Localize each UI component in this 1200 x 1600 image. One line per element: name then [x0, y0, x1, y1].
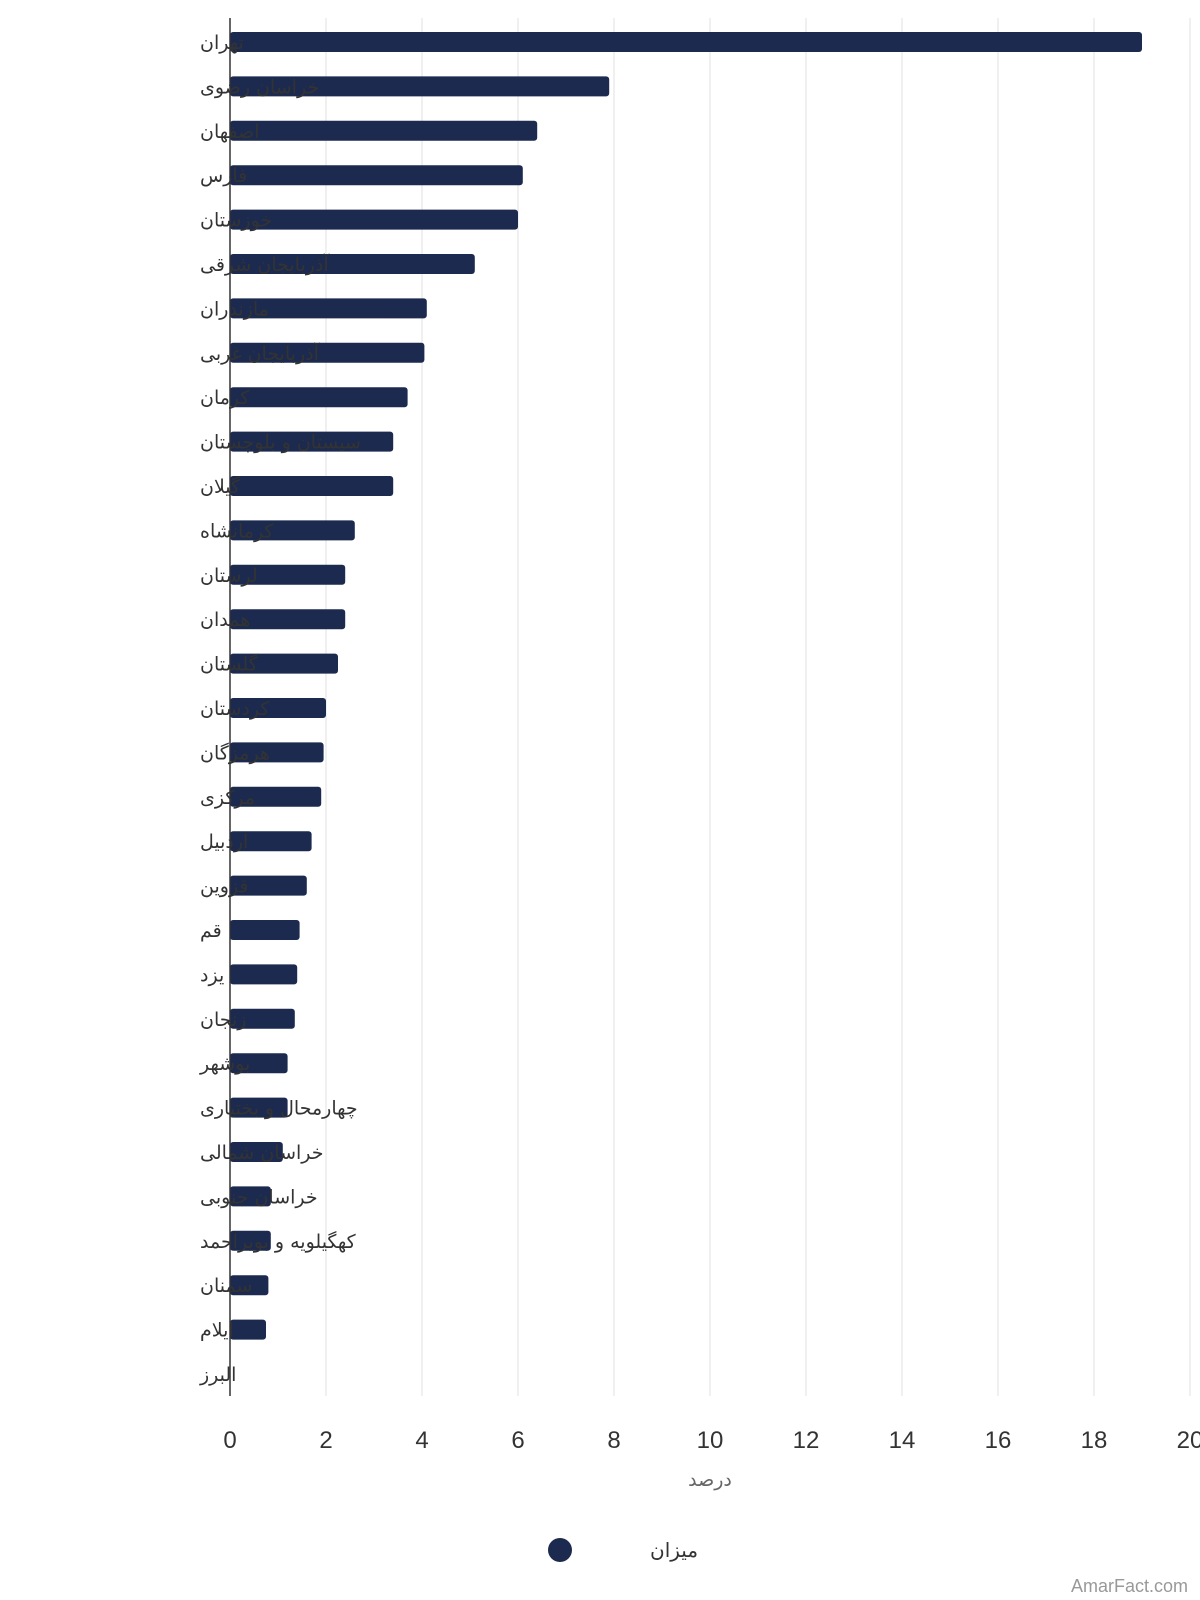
bar[interactable]: [230, 387, 408, 408]
category-label: کرمانشاه: [200, 520, 274, 542]
bar[interactable]: [230, 298, 427, 319]
bar[interactable]: [230, 920, 300, 940]
bars: [230, 32, 1142, 1340]
legend-marker: [548, 1538, 572, 1562]
bar[interactable]: [230, 564, 346, 585]
bar[interactable]: [230, 342, 425, 363]
category-label: مازندران: [200, 298, 269, 320]
category-label: کهگیلویه و بویراحمد: [200, 1230, 357, 1253]
category-label: قزوین: [200, 876, 249, 898]
category-label: قم: [200, 920, 222, 942]
category-label: آذربایجان شرقی: [200, 252, 329, 276]
x-tick-label: 6: [511, 1427, 524, 1454]
bar[interactable]: [230, 1008, 295, 1029]
x-tick-label: 4: [415, 1427, 428, 1454]
bar[interactable]: [230, 254, 475, 274]
category-label: هرمزگان: [200, 741, 270, 764]
x-tick-label: 20: [1177, 1427, 1200, 1454]
x-tick-labels: 0 2 4 6 8 10 12 14 16 18 20: [223, 1427, 1200, 1454]
category-label: خوزستان: [200, 210, 272, 232]
bar[interactable]: [230, 653, 338, 674]
bar[interactable]: [230, 165, 523, 186]
category-label: مرکزی: [200, 787, 255, 809]
bar[interactable]: [230, 742, 324, 763]
category-label: ایلام: [200, 1320, 234, 1342]
bar[interactable]: [230, 1142, 283, 1162]
category-label: سمنان: [200, 1275, 252, 1297]
category-label: بوشهر: [199, 1053, 250, 1075]
category-label: کرمان: [200, 387, 250, 409]
x-tick-label: 2: [319, 1427, 332, 1454]
bar[interactable]: [230, 964, 298, 985]
bar[interactable]: [230, 76, 610, 97]
x-tick-label: 10: [697, 1427, 724, 1454]
bar[interactable]: [230, 875, 307, 896]
x-tick-label: 8: [607, 1427, 620, 1454]
category-label: خراسان شمالی: [200, 1142, 324, 1164]
bar[interactable]: [230, 120, 538, 141]
bar[interactable]: [230, 209, 518, 230]
credit-text[interactable]: AmarFact.com: [1071, 1576, 1188, 1596]
bar[interactable]: [230, 32, 1142, 52]
x-tick-label: 12: [793, 1427, 820, 1454]
category-label: چهارمحال و بختیاری: [200, 1098, 358, 1120]
category-label: زنجان: [200, 1009, 246, 1031]
bar[interactable]: [230, 476, 394, 496]
category-label: همدان: [200, 609, 250, 631]
legend-label: میزان: [650, 1538, 698, 1562]
category-label: فارس: [200, 165, 247, 187]
bar[interactable]: [230, 609, 346, 630]
bar[interactable]: [230, 1053, 288, 1074]
x-tick-label: 18: [1081, 1427, 1108, 1454]
bar[interactable]: [230, 431, 394, 452]
bar[interactable]: [230, 1186, 271, 1207]
bar[interactable]: [230, 831, 312, 852]
category-label: کردستان: [200, 698, 270, 720]
category-label: گیلان: [200, 475, 241, 498]
bar[interactable]: [230, 1097, 288, 1118]
category-label: گلستان: [200, 653, 259, 676]
category-label: آذربایجان غربی: [200, 341, 320, 365]
grid-lines: [325, 18, 1191, 1396]
category-labels: تهران خراسان رضوی اصفهان فارس خوزستان آذربایج…: [199, 32, 361, 1386]
category-label: اصفهان: [200, 121, 260, 143]
x-axis-title: درصد: [688, 1469, 732, 1491]
x-tick-label: 16: [985, 1427, 1012, 1454]
category-label: البرز: [199, 1364, 236, 1386]
bar[interactable]: [230, 786, 322, 807]
bar[interactable]: [230, 1319, 266, 1340]
category-label: خراسان رضوی: [200, 76, 319, 98]
bar[interactable]: [230, 520, 355, 541]
category-label: یزد: [200, 964, 224, 986]
category-label: سیستان و بلوچستان: [200, 432, 361, 454]
bar[interactable]: [230, 1230, 271, 1251]
x-tick-label: 14: [889, 1427, 916, 1454]
bar[interactable]: [230, 698, 326, 718]
category-label: لرستان: [200, 565, 258, 587]
category-label: اردبیل: [200, 831, 248, 853]
bar[interactable]: [230, 1275, 269, 1296]
category-label: خراسان جنوبی: [200, 1186, 318, 1208]
category-label: تهران: [200, 32, 244, 54]
legend[interactable]: میزان: [548, 1538, 698, 1562]
x-tick-label: 0: [223, 1427, 236, 1454]
